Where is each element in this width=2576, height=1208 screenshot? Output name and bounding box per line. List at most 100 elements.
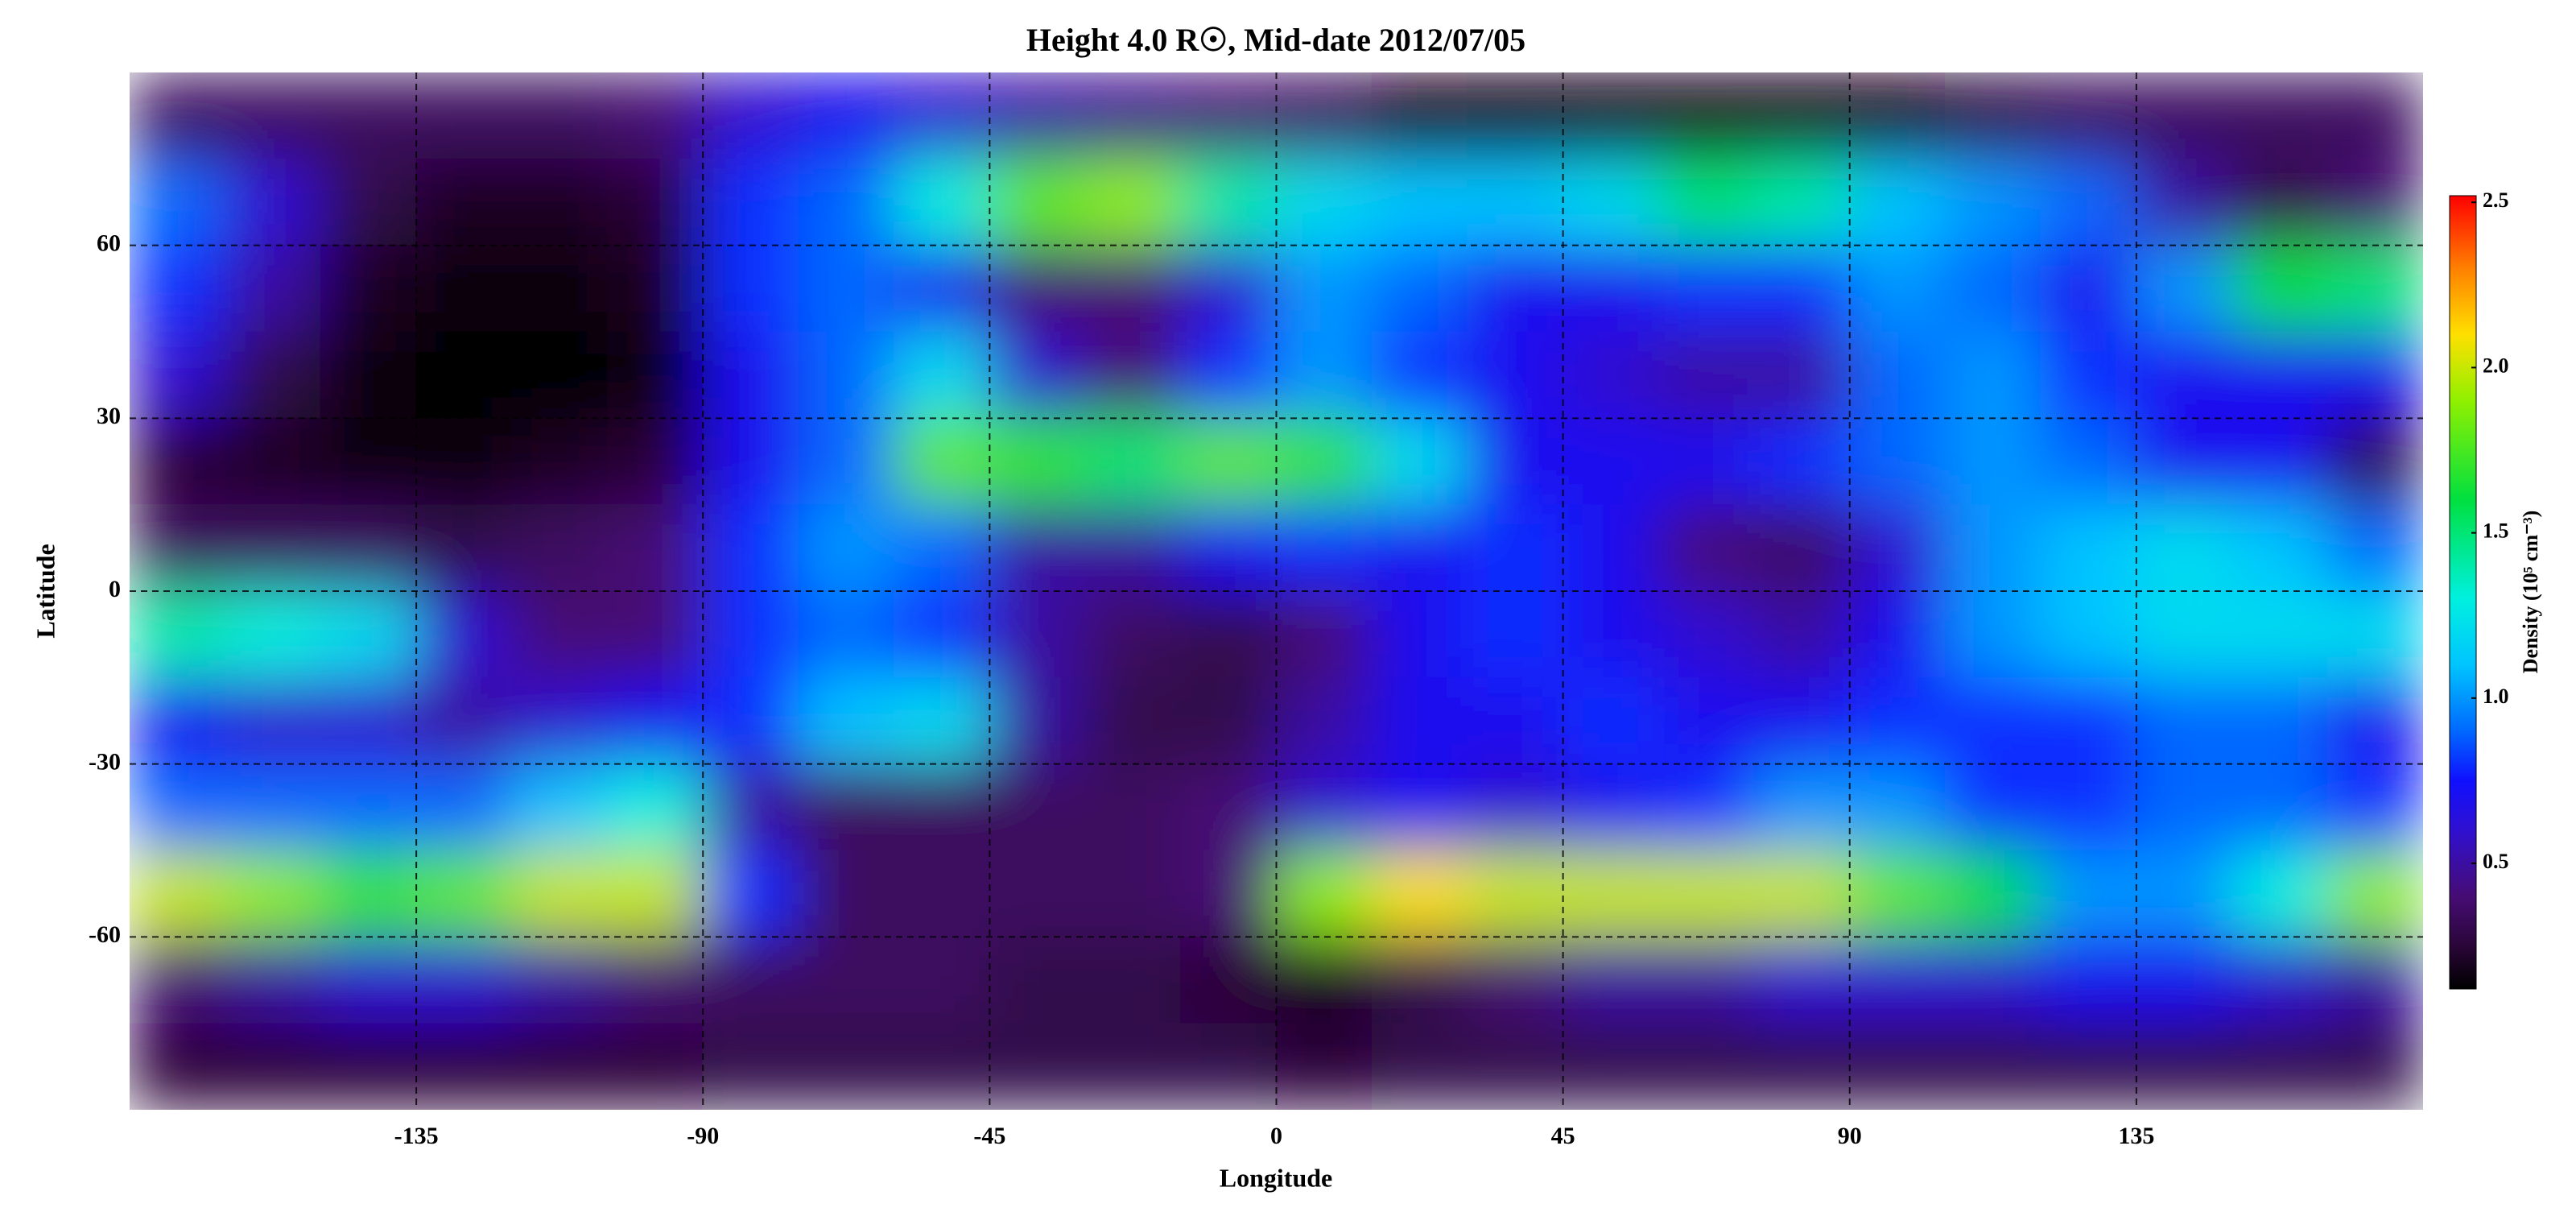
- heat-cell: [1563, 590, 1659, 678]
- heat-cell: [511, 331, 609, 419]
- heat-cell: [1371, 590, 1468, 678]
- heat-cell: [511, 676, 609, 765]
- heat-cell: [1084, 676, 1182, 765]
- y-tick-label: 30: [97, 403, 121, 429]
- heat-cell: [1084, 1023, 1182, 1110]
- colorbar-tick-label: 2.0: [2483, 354, 2509, 377]
- heat-cell: [1180, 1023, 1277, 1110]
- heat-cell: [1371, 245, 1468, 333]
- heat-cell: [320, 504, 417, 592]
- heat-cell: [1467, 676, 1564, 765]
- heat-cell: [320, 72, 417, 159]
- heat-cell: [2136, 158, 2233, 246]
- heat-cell: [2136, 590, 2233, 678]
- colorbar-label: Density (10⁵ cm⁻³): [2519, 511, 2542, 674]
- heat-cell: [225, 936, 321, 1024]
- heat-cell: [607, 936, 704, 1024]
- heat-cell: [798, 1023, 895, 1110]
- heat-cell: [2231, 417, 2328, 506]
- heat-cell: [1753, 504, 1851, 592]
- heat-cell: [225, 1023, 321, 1110]
- heat-cell: [894, 850, 990, 937]
- heat-cell: [415, 1023, 513, 1110]
- heat-cell: [511, 590, 609, 678]
- heat-cell: [2326, 417, 2423, 506]
- heat-cell: [1084, 245, 1182, 333]
- heat-cell: [1657, 417, 1755, 506]
- heat-cell: [1371, 72, 1468, 159]
- x-tick-label: 90: [1838, 1123, 1862, 1149]
- heat-cell: [1467, 850, 1564, 937]
- heat-cell: [130, 504, 226, 592]
- heat-cell: [1849, 158, 1946, 246]
- heat-cell: [1084, 936, 1182, 1024]
- heat-cell: [1467, 245, 1564, 333]
- heat-cell: [1180, 72, 1277, 159]
- heat-cell: [415, 850, 513, 937]
- heat-cell: [1753, 590, 1851, 678]
- heat-cell: [1657, 331, 1755, 419]
- heat-cell: [798, 850, 895, 937]
- heat-cell: [1180, 417, 1277, 506]
- heat-cell: [415, 504, 513, 592]
- heat-cell: [415, 417, 513, 506]
- heat-cell: [225, 763, 321, 851]
- heat-cell: [1563, 850, 1659, 937]
- heat-cell: [2326, 676, 2423, 765]
- heat-cell: [1084, 417, 1182, 506]
- heat-cell: [798, 158, 895, 246]
- heat-cell: [1084, 850, 1182, 937]
- heat-cell: [2231, 590, 2328, 678]
- heat-cell: [2136, 676, 2233, 765]
- heat-cell: [1657, 504, 1755, 592]
- heat-cell: [702, 331, 799, 419]
- heat-cell: [1180, 158, 1277, 246]
- heat-cell: [894, 763, 990, 851]
- heat-cell: [2326, 504, 2423, 592]
- heat-cell: [798, 245, 895, 333]
- heat-cell: [894, 417, 990, 506]
- heat-cell: [1467, 331, 1564, 419]
- heat-cell: [225, 676, 321, 765]
- heat-cell: [702, 504, 799, 592]
- heat-cell: [2136, 763, 2233, 851]
- heat-cell: [702, 936, 799, 1024]
- heat-cell: [798, 417, 895, 506]
- heat-cell: [1944, 676, 2041, 765]
- heat-cell: [1849, 504, 1946, 592]
- heat-cell: [225, 72, 321, 159]
- heat-cell: [415, 936, 513, 1024]
- heat-cell: [415, 590, 513, 678]
- heat-cell: [2326, 245, 2423, 333]
- heat-cell: [1276, 417, 1373, 506]
- heat-cell: [1753, 676, 1851, 765]
- heat-cell: [1944, 936, 2041, 1024]
- heat-cell: [2231, 1023, 2328, 1110]
- heat-cell: [2040, 72, 2137, 159]
- heat-cell: [1563, 331, 1659, 419]
- heat-cell: [702, 158, 799, 246]
- heat-cell: [989, 245, 1086, 333]
- y-tick-label: -60: [89, 921, 121, 948]
- heat-cell: [798, 763, 895, 851]
- heat-cell: [989, 417, 1086, 506]
- heat-cell: [1657, 72, 1755, 159]
- heat-cell: [1563, 72, 1659, 159]
- heat-cell: [1180, 936, 1277, 1024]
- heat-cell: [130, 331, 226, 419]
- colorbar: [2449, 195, 2477, 990]
- heat-cell: [415, 245, 513, 333]
- heat-cell: [1753, 417, 1851, 506]
- heat-cell: [1276, 590, 1373, 678]
- heat-cell: [2231, 936, 2328, 1024]
- heat-cell: [2326, 936, 2423, 1024]
- heat-cell: [798, 72, 895, 159]
- heat-cell: [1563, 158, 1659, 246]
- heat-cell: [894, 936, 990, 1024]
- heat-cell: [1276, 504, 1373, 592]
- heat-cell: [1563, 417, 1659, 506]
- heat-cell: [607, 245, 704, 333]
- heat-cell: [1753, 72, 1851, 159]
- heat-cell: [1084, 763, 1182, 851]
- heat-cell: [607, 1023, 704, 1110]
